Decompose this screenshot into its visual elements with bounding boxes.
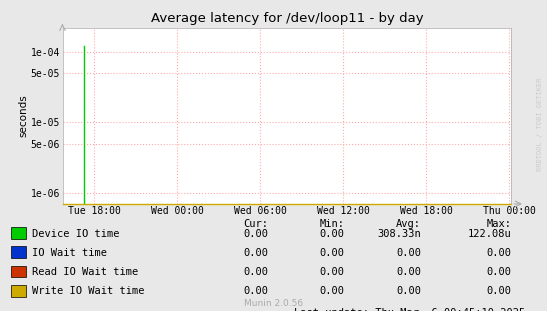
Text: 0.00: 0.00 — [396, 248, 421, 258]
Text: 0.00: 0.00 — [396, 286, 421, 296]
Text: 0.00: 0.00 — [319, 286, 345, 296]
Text: Write IO Wait time: Write IO Wait time — [32, 286, 144, 296]
Text: Avg:: Avg: — [396, 219, 421, 229]
Text: 0.00: 0.00 — [319, 229, 345, 239]
Text: Min:: Min: — [319, 219, 345, 229]
Text: 0.00: 0.00 — [319, 248, 345, 258]
Text: 0.00: 0.00 — [243, 267, 268, 277]
Text: 0.00: 0.00 — [486, 286, 511, 296]
Text: Read IO Wait time: Read IO Wait time — [32, 267, 138, 277]
Text: RRDTOOL / TOBI OETIKER: RRDTOOL / TOBI OETIKER — [537, 78, 543, 171]
Text: 0.00: 0.00 — [243, 286, 268, 296]
Text: 308.33n: 308.33n — [377, 229, 421, 239]
Text: Munin 2.0.56: Munin 2.0.56 — [244, 299, 303, 308]
Text: 0.00: 0.00 — [243, 248, 268, 258]
Text: Cur:: Cur: — [243, 219, 268, 229]
Text: 0.00: 0.00 — [486, 267, 511, 277]
Text: 0.00: 0.00 — [486, 248, 511, 258]
Text: 122.08u: 122.08u — [468, 229, 511, 239]
Text: 0.00: 0.00 — [396, 267, 421, 277]
Text: Last update: Thu Mar  6 00:45:10 2025: Last update: Thu Mar 6 00:45:10 2025 — [294, 308, 525, 311]
Text: 0.00: 0.00 — [319, 267, 345, 277]
Text: Max:: Max: — [486, 219, 511, 229]
Text: 0.00: 0.00 — [243, 229, 268, 239]
Text: Device IO time: Device IO time — [32, 229, 119, 239]
Title: Average latency for /dev/loop11 - by day: Average latency for /dev/loop11 - by day — [151, 12, 423, 26]
Y-axis label: seconds: seconds — [18, 95, 28, 137]
Text: IO Wait time: IO Wait time — [32, 248, 107, 258]
